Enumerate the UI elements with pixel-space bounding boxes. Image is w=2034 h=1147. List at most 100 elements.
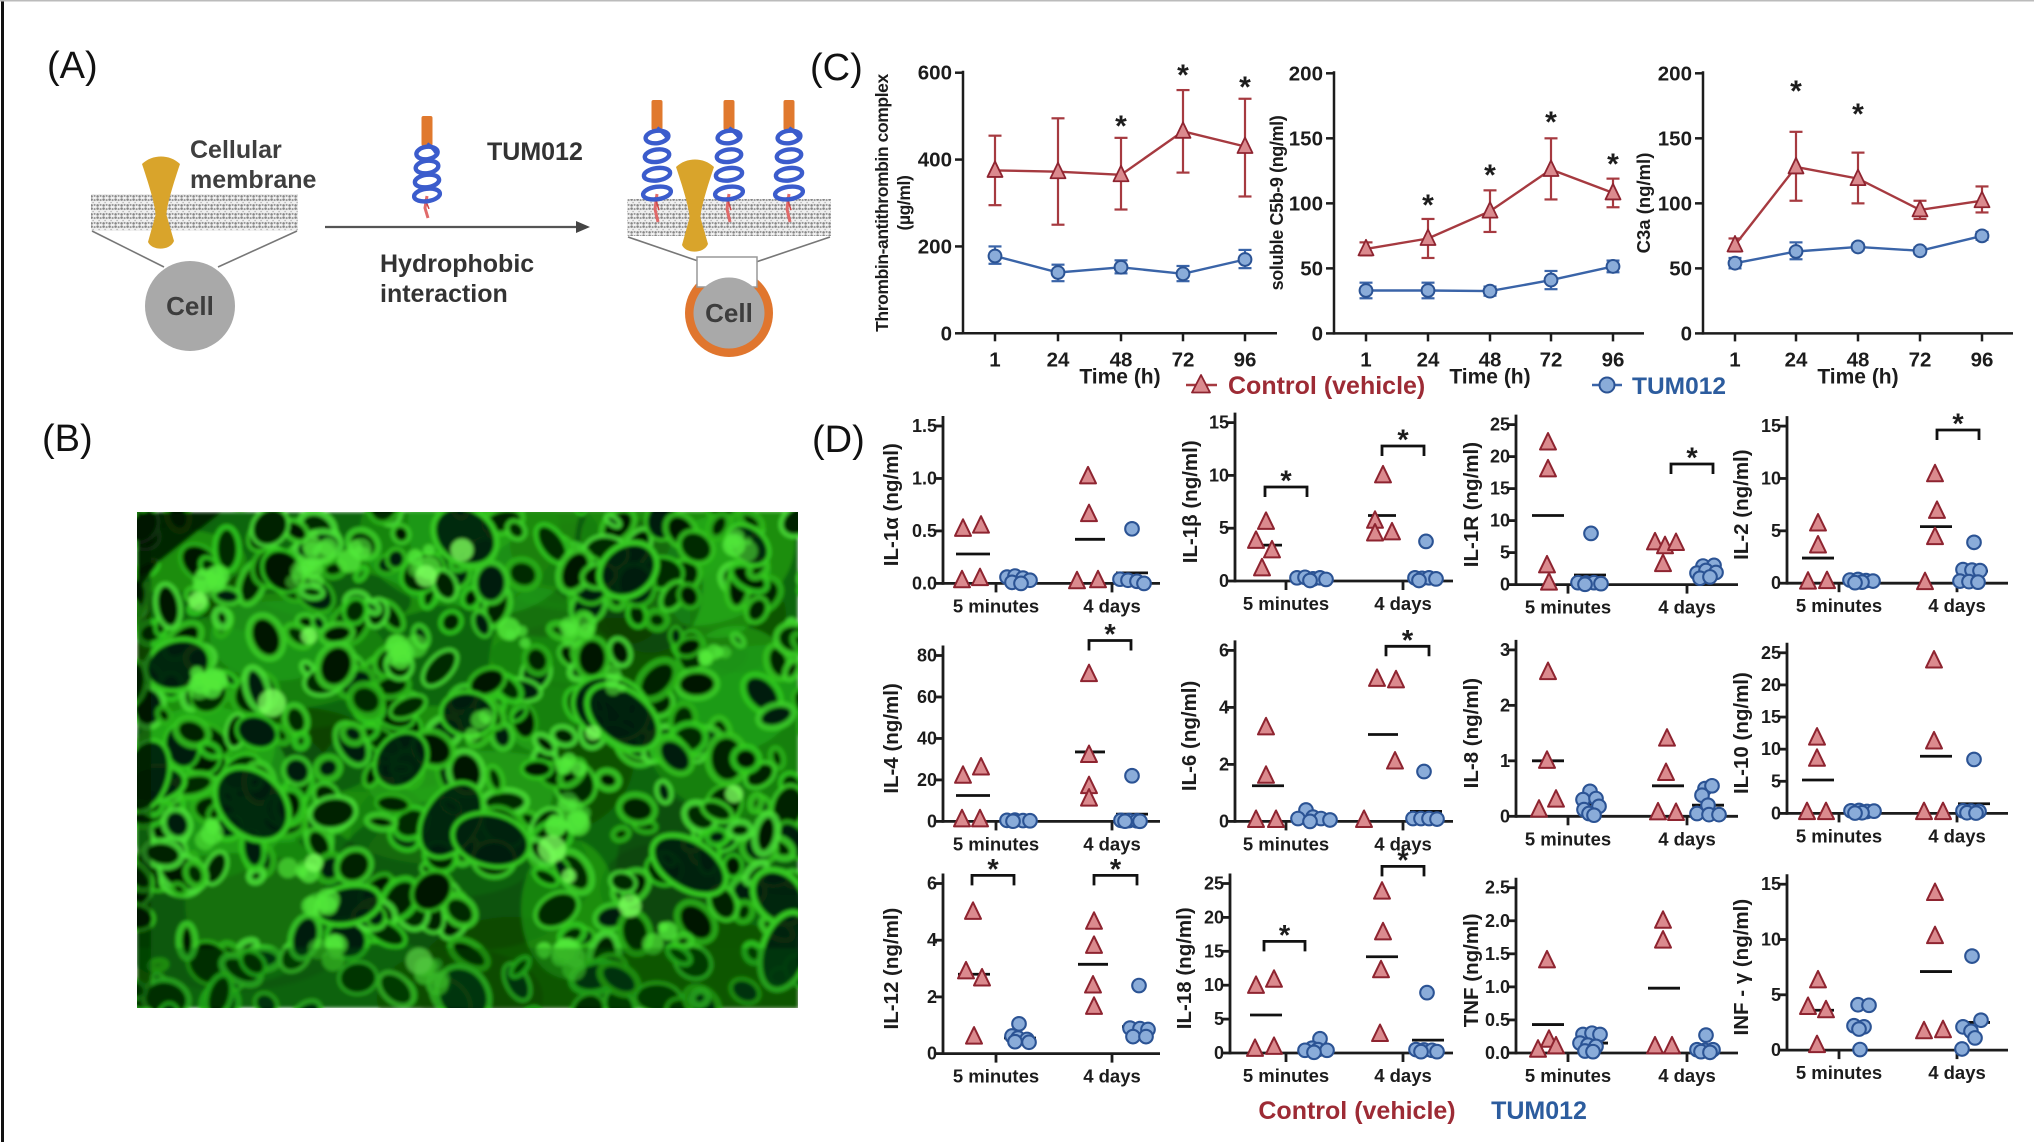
- svg-text:0: 0: [1771, 1040, 1781, 1060]
- svg-text:0: 0: [1771, 573, 1781, 593]
- svg-text:IL-1β (ng/ml): IL-1β (ng/ml): [1179, 440, 1202, 563]
- svg-text:*: *: [1484, 159, 1496, 192]
- svg-text:(B): (B): [42, 418, 93, 460]
- svg-text:*: *: [1280, 466, 1292, 498]
- svg-text:4 days: 4 days: [1658, 597, 1716, 618]
- svg-text:5 minutes: 5 minutes: [1796, 825, 1882, 846]
- svg-text:10: 10: [1209, 465, 1229, 485]
- svg-text:24: 24: [1785, 348, 1808, 371]
- svg-text:(C): (C): [810, 47, 863, 89]
- svg-text:interaction: interaction: [380, 280, 508, 308]
- svg-text:IL-10 (ng/ml): IL-10 (ng/ml): [1730, 672, 1753, 794]
- svg-text:IL-18 (ng/ml): IL-18 (ng/ml): [1173, 907, 1196, 1029]
- svg-text:48: 48: [1110, 348, 1133, 371]
- svg-text:600: 600: [918, 62, 952, 85]
- svg-text:*: *: [1279, 920, 1291, 952]
- svg-text:5 minutes: 5 minutes: [1796, 1062, 1882, 1083]
- svg-text:20: 20: [1204, 907, 1224, 927]
- svg-text:5 minutes: 5 minutes: [1525, 597, 1611, 618]
- svg-text:1.5: 1.5: [1485, 944, 1510, 964]
- svg-text:5 minutes: 5 minutes: [953, 1066, 1039, 1087]
- svg-text:0: 0: [941, 322, 952, 345]
- svg-text:Control (vehicle): Control (vehicle): [1228, 372, 1425, 400]
- svg-text:IL-1α (ng/ml): IL-1α (ng/ml): [880, 443, 903, 566]
- svg-text:IL-4 (ng/ml): IL-4 (ng/ml): [880, 683, 903, 793]
- svg-text:TUM012: TUM012: [487, 138, 583, 166]
- svg-text:72: 72: [1172, 348, 1195, 371]
- svg-text:1: 1: [1500, 751, 1510, 771]
- svg-text:*: *: [1402, 625, 1414, 657]
- svg-text:15: 15: [1209, 413, 1229, 433]
- svg-text:(D): (D): [812, 419, 865, 461]
- svg-text:100: 100: [1289, 192, 1323, 215]
- svg-text:10: 10: [1761, 739, 1781, 759]
- svg-text:200: 200: [918, 235, 952, 258]
- svg-text:*: *: [1852, 98, 1864, 131]
- svg-text:20: 20: [1490, 447, 1510, 467]
- svg-text:2: 2: [1219, 754, 1229, 774]
- svg-text:5: 5: [1771, 771, 1781, 791]
- svg-text:400: 400: [918, 149, 952, 172]
- svg-text:TUM012: TUM012: [1491, 1097, 1587, 1125]
- svg-text:(A): (A): [47, 45, 98, 87]
- svg-text:0: 0: [1681, 322, 1692, 345]
- svg-text:40: 40: [917, 728, 937, 748]
- svg-text:4 days: 4 days: [1928, 825, 1986, 846]
- svg-text:72: 72: [1909, 348, 1932, 371]
- svg-text:*: *: [1952, 409, 1964, 441]
- svg-text:2.0: 2.0: [1485, 911, 1510, 931]
- svg-text:0: 0: [927, 1044, 937, 1064]
- svg-text:IL-2 (ng/ml): IL-2 (ng/ml): [1730, 449, 1753, 559]
- svg-text:0: 0: [1312, 322, 1323, 345]
- svg-text:*: *: [1177, 59, 1189, 92]
- svg-text:48: 48: [1479, 348, 1502, 371]
- svg-text:6: 6: [1219, 640, 1229, 660]
- svg-text:150: 150: [1658, 127, 1692, 150]
- svg-text:0: 0: [1219, 571, 1229, 591]
- svg-text:200: 200: [1289, 62, 1323, 85]
- svg-text:10: 10: [1761, 930, 1781, 950]
- svg-text:0.5: 0.5: [1485, 1010, 1510, 1030]
- svg-text:0: 0: [927, 811, 937, 831]
- svg-text:Time (h): Time (h): [1079, 365, 1160, 388]
- svg-text:100: 100: [1658, 192, 1692, 215]
- svg-text:5 minutes: 5 minutes: [953, 595, 1039, 616]
- svg-text:96: 96: [1234, 348, 1257, 371]
- svg-text:IL-8 (ng/ml): IL-8 (ng/ml): [1460, 678, 1483, 788]
- svg-text:20: 20: [1761, 675, 1781, 695]
- svg-text:25: 25: [1204, 874, 1224, 894]
- svg-text:1.5: 1.5: [912, 416, 937, 436]
- svg-text:0.0: 0.0: [912, 573, 937, 593]
- svg-text:2: 2: [1500, 695, 1510, 715]
- svg-text:0: 0: [1214, 1043, 1224, 1063]
- svg-text:0.0: 0.0: [1485, 1043, 1510, 1063]
- svg-text:10: 10: [1490, 511, 1510, 531]
- svg-text:(µg/ml): (µg/ml): [894, 176, 914, 231]
- svg-text:IL-6 (ng/ml): IL-6 (ng/ml): [1178, 681, 1201, 791]
- svg-text:4 days: 4 days: [1374, 1065, 1432, 1086]
- svg-text:1.0: 1.0: [912, 468, 937, 488]
- svg-text:1: 1: [1360, 348, 1371, 371]
- svg-text:15: 15: [1761, 874, 1781, 894]
- svg-text:*: *: [1545, 106, 1557, 139]
- svg-text:200: 200: [1658, 62, 1692, 85]
- svg-text:*: *: [987, 854, 999, 886]
- svg-text:4 days: 4 days: [1083, 1066, 1141, 1087]
- svg-text:50: 50: [1300, 257, 1323, 280]
- svg-text:5 minutes: 5 minutes: [1243, 1065, 1329, 1086]
- svg-text:TUM012: TUM012: [1632, 373, 1726, 400]
- svg-text:C3a (ng/ml): C3a (ng/ml): [1633, 153, 1654, 254]
- svg-text:5 minutes: 5 minutes: [1525, 1065, 1611, 1086]
- svg-text:0.5: 0.5: [912, 521, 937, 541]
- svg-text:2.5: 2.5: [1485, 878, 1510, 898]
- svg-text:1: 1: [1729, 348, 1740, 371]
- svg-text:48: 48: [1847, 348, 1870, 371]
- svg-text:6: 6: [927, 874, 937, 894]
- svg-text:10: 10: [1761, 468, 1781, 488]
- svg-text:15: 15: [1490, 479, 1510, 499]
- svg-text:4: 4: [1219, 697, 1229, 717]
- svg-text:INF - γ (ng/ml): INF - γ (ng/ml): [1730, 899, 1753, 1036]
- svg-text:*: *: [1115, 110, 1127, 143]
- svg-text:4: 4: [927, 930, 937, 950]
- svg-text:1.0: 1.0: [1485, 977, 1510, 997]
